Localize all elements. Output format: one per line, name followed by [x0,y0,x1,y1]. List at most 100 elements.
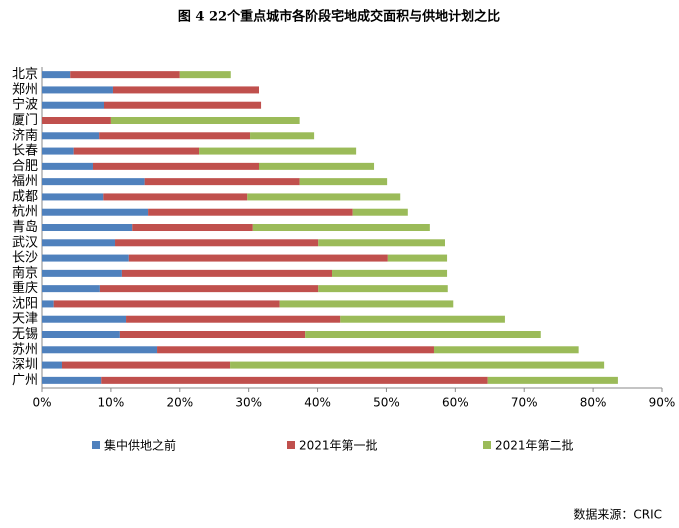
y-tick-label: 宁波 [12,97,38,113]
x-tick-label: 50% [373,396,400,410]
bar-segment [299,178,388,186]
y-tick-label: 苏州 [12,341,38,357]
x-tick-label: 40% [304,396,331,410]
y-tick-label: 北京 [12,67,38,82]
bar-segment [42,162,93,170]
chart-title: 图 4 22个重点城市各阶段宅地成交面积与供地计划之比 [178,9,500,25]
bar-segment [121,269,333,277]
bar-segment [42,224,133,231]
x-tick-label: 10% [98,396,125,410]
bar-segment [279,300,454,308]
y-tick-label: 福州 [12,174,38,189]
bar-segment [250,132,315,140]
bar-segment [332,269,448,277]
y-tick-label: 济南 [12,127,38,143]
x-tick-label: 80% [580,396,607,410]
bar-segment [70,71,180,79]
y-tick-label: 合肥 [12,159,38,174]
bar-segment [99,132,251,140]
bar-segment [103,193,248,201]
y-tick-label: 无锡 [12,327,38,342]
bar-segment [42,86,113,94]
bar-segment [387,254,448,262]
bar-segment [101,376,488,384]
y-tick-label: 长春 [12,144,38,159]
y-tick-label: 武汉 [12,235,38,250]
bar-segment [252,224,430,231]
y-tick-label: 青岛 [12,219,38,235]
bar-segment [305,331,541,338]
y-tick-label: 郑州 [12,82,38,97]
bar-segment [433,346,579,354]
bar-segment [53,300,280,308]
bar-segment [42,376,102,384]
bar-segment [92,162,259,170]
bar-segment [42,147,74,155]
bar-segment [42,101,104,109]
bar-segment [42,300,54,308]
bar-segment [42,239,116,247]
bar-segment [104,101,262,109]
y-tick-label: 沈阳 [12,296,38,311]
bar-segment [259,162,375,170]
bar-segment [42,315,127,323]
bar-segment [42,285,100,293]
bar-segment [42,331,120,338]
x-tick-label: 70% [511,396,538,410]
bar-segment [340,315,505,323]
y-tick-label: 重庆 [12,280,38,296]
bar-segment [42,193,104,201]
bar-segment [199,147,357,155]
y-tick-label: 成都 [12,189,38,204]
bar-segment [144,178,300,186]
y-tick-label: 天津 [12,312,38,327]
bar-segment [73,147,200,155]
x-tick-label: 20% [166,396,193,410]
bar-segment [115,239,319,247]
bar-segment [99,285,319,293]
bar-segment [110,117,300,124]
bar-segment [119,331,306,338]
bar-segment [42,117,111,124]
bar-segment [42,178,145,186]
y-tick-label: 深圳 [12,358,38,373]
legend-label: 2021年第二批 [495,438,574,453]
x-tick-label: 90% [649,396,676,410]
x-tick-label: 0% [32,396,51,410]
bar-segment [318,239,445,247]
bar-segment [42,71,71,79]
bar-segment [128,254,388,262]
y-tick-label: 广州 [12,373,38,388]
bar-segment [318,285,448,293]
source-note: 数据来源：CRIC [573,507,662,522]
legend-swatch [287,441,295,449]
y-tick-label: 厦门 [12,113,38,128]
bar-segment [42,361,62,369]
bar-segment [352,208,408,216]
legend-swatch [483,441,491,449]
legend-label: 集中供地之前 [104,438,176,453]
x-tick-label: 30% [235,396,262,410]
bar-segment [42,346,158,354]
legend-label: 2021年第一批 [299,438,378,453]
bar-segment [487,376,618,384]
bar-segment [230,361,605,369]
bar-segment [42,254,129,262]
y-tick-label: 南京 [12,265,38,281]
y-tick-label: 长沙 [12,251,38,266]
x-tick-label: 60% [442,396,469,410]
bar-segment [132,224,253,231]
bar-segment [112,86,259,94]
bar-segment [179,71,231,79]
bar-segment [148,208,353,216]
bar-segment [42,269,122,277]
bar-segment [126,315,341,323]
y-tick-label: 杭州 [12,205,38,220]
bar-segment [61,361,231,369]
legend-swatch [92,441,100,449]
bar-segment [247,193,401,201]
bar-segment [157,346,434,354]
bar-segment [42,208,149,216]
bar-segment [42,132,100,140]
